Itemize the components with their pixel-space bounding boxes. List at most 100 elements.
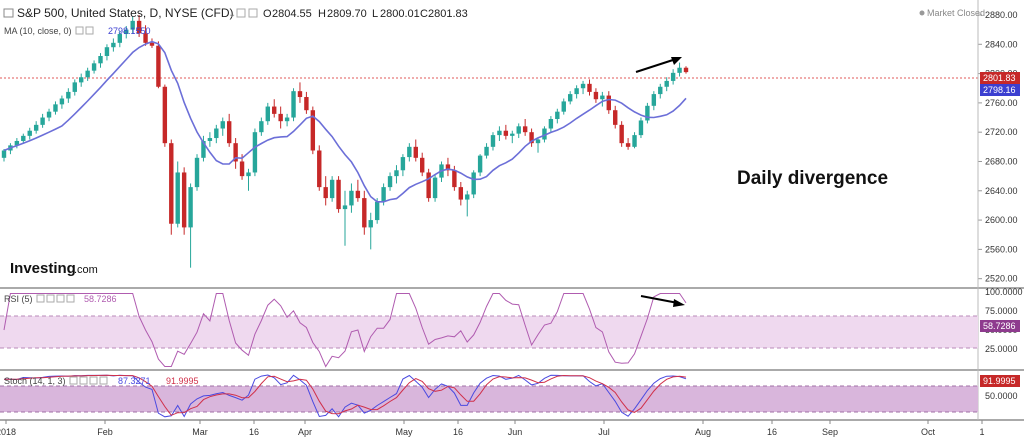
candle (59, 95, 65, 109)
trend-arrow-price (635, 57, 682, 73)
candle (477, 154, 483, 177)
stoch-value-tag: 91.9995 (980, 375, 1020, 387)
candle (638, 117, 644, 139)
svg-text:C: C (420, 8, 428, 20)
rsi-visibility-icon[interactable] (46, 294, 55, 303)
chart-header: S&P 500, United States, D, NYSE (CFD) ⌄ … (3, 6, 985, 386)
time-tick-label: Feb (97, 427, 113, 437)
market-status-dot (919, 10, 925, 16)
candle (522, 118, 528, 136)
candle (510, 130, 515, 144)
svg-text:2801.83: 2801.83 (428, 8, 468, 20)
candle (413, 139, 418, 162)
rsi-tick-label: 75.0000 (985, 306, 1018, 316)
candle (124, 25, 129, 39)
candle (207, 132, 213, 147)
svg-text:H: H (318, 8, 326, 20)
time-tick-label: Apr (298, 427, 312, 437)
time-tick-label: 1 (979, 427, 984, 437)
candle (40, 113, 45, 128)
svg-text:O: O (263, 8, 272, 20)
time-tick-label: Sep (822, 427, 838, 437)
candle (21, 133, 26, 144)
candle (104, 44, 110, 61)
candle (46, 108, 52, 122)
svg-text:2800.01: 2800.01 (380, 8, 420, 20)
rsi-value-tag: 58.7286 (980, 320, 1020, 332)
candle (503, 124, 509, 140)
price-tick-label: 2760.00 (985, 98, 1018, 108)
svg-text:.com: .com (74, 264, 98, 276)
time-tick-label: 16 (249, 427, 259, 437)
candle (72, 79, 77, 96)
stoch-band (0, 386, 978, 412)
rsi-band (0, 316, 978, 348)
svg-text:91.9995: 91.9995 (983, 376, 1016, 386)
time-tick-label: Jun (508, 427, 523, 437)
stoch-k-value: 87.3271 (118, 376, 151, 386)
candle (272, 99, 277, 118)
candle (567, 91, 573, 105)
price-tick-label: 2720.00 (985, 127, 1018, 137)
candle (136, 14, 142, 37)
ma-legend: MA (10, close, 0) (4, 26, 72, 36)
svg-text:2798.16: 2798.16 (983, 85, 1016, 95)
candle (329, 176, 335, 202)
candle (342, 190, 348, 246)
time-tick-label: 16 (767, 427, 777, 437)
svg-text:Investing: Investing (10, 260, 76, 277)
candle (497, 126, 502, 141)
candle (53, 101, 58, 115)
candle (529, 128, 534, 147)
candle (651, 91, 657, 111)
price-tick-label: 2880.00 (985, 10, 1018, 20)
menu-icon[interactable] (3, 8, 14, 18)
candle (278, 106, 283, 129)
ma-settings-icon[interactable] (75, 26, 84, 35)
settings-icon[interactable] (236, 8, 246, 18)
candle (252, 128, 258, 177)
time-x-axis: 2018 Feb Mar 16 Apr May 16 Jun Jul Aug 16 Sep Oct 1 (0, 420, 985, 437)
candle (593, 88, 599, 103)
candle (670, 69, 676, 85)
candle (465, 190, 470, 217)
candle (1, 149, 7, 162)
candle (265, 102, 270, 125)
ma-visibility-icon[interactable] (85, 26, 94, 35)
candle (613, 105, 618, 129)
price-tick-label: 2840.00 (985, 39, 1018, 49)
svg-text:58.7286: 58.7286 (983, 321, 1016, 331)
stoch-settings-icon[interactable] (69, 376, 78, 385)
candle (658, 83, 663, 99)
candle (323, 176, 328, 206)
candle (98, 53, 103, 68)
price-tick-label: 2640.00 (985, 186, 1018, 196)
rsi-settings-icon[interactable] (36, 294, 45, 303)
candlestick-series (1, 14, 689, 268)
stoch-more-icon[interactable] (99, 376, 108, 385)
candle (79, 73, 84, 87)
dropdown-icon[interactable]: ⌄ (228, 9, 236, 20)
candle (387, 172, 393, 191)
candle (664, 77, 669, 92)
candle (548, 116, 554, 133)
stoch-pane[interactable]: 50.0000 91.9995 (0, 374, 1020, 418)
rsi-value: 58.7286 (84, 294, 117, 304)
close-pane-icon[interactable] (248, 8, 258, 18)
stoch-close-icon[interactable] (89, 376, 98, 385)
price-pane[interactable]: 2880.002840.002800.002760.002720.002680.… (0, 0, 1020, 288)
candle (175, 161, 180, 228)
candle (181, 167, 187, 235)
rsi-close-icon[interactable] (56, 294, 65, 303)
candle (400, 154, 406, 177)
candle (220, 117, 225, 136)
rsi-more-icon[interactable] (66, 294, 75, 303)
candle (336, 176, 341, 213)
candle (169, 139, 174, 235)
stoch-tick-label: 50.0000 (985, 391, 1018, 401)
stoch-visibility-icon[interactable] (79, 376, 88, 385)
candle (432, 174, 438, 202)
daily-divergence-annotation: Daily divergence (737, 168, 888, 189)
